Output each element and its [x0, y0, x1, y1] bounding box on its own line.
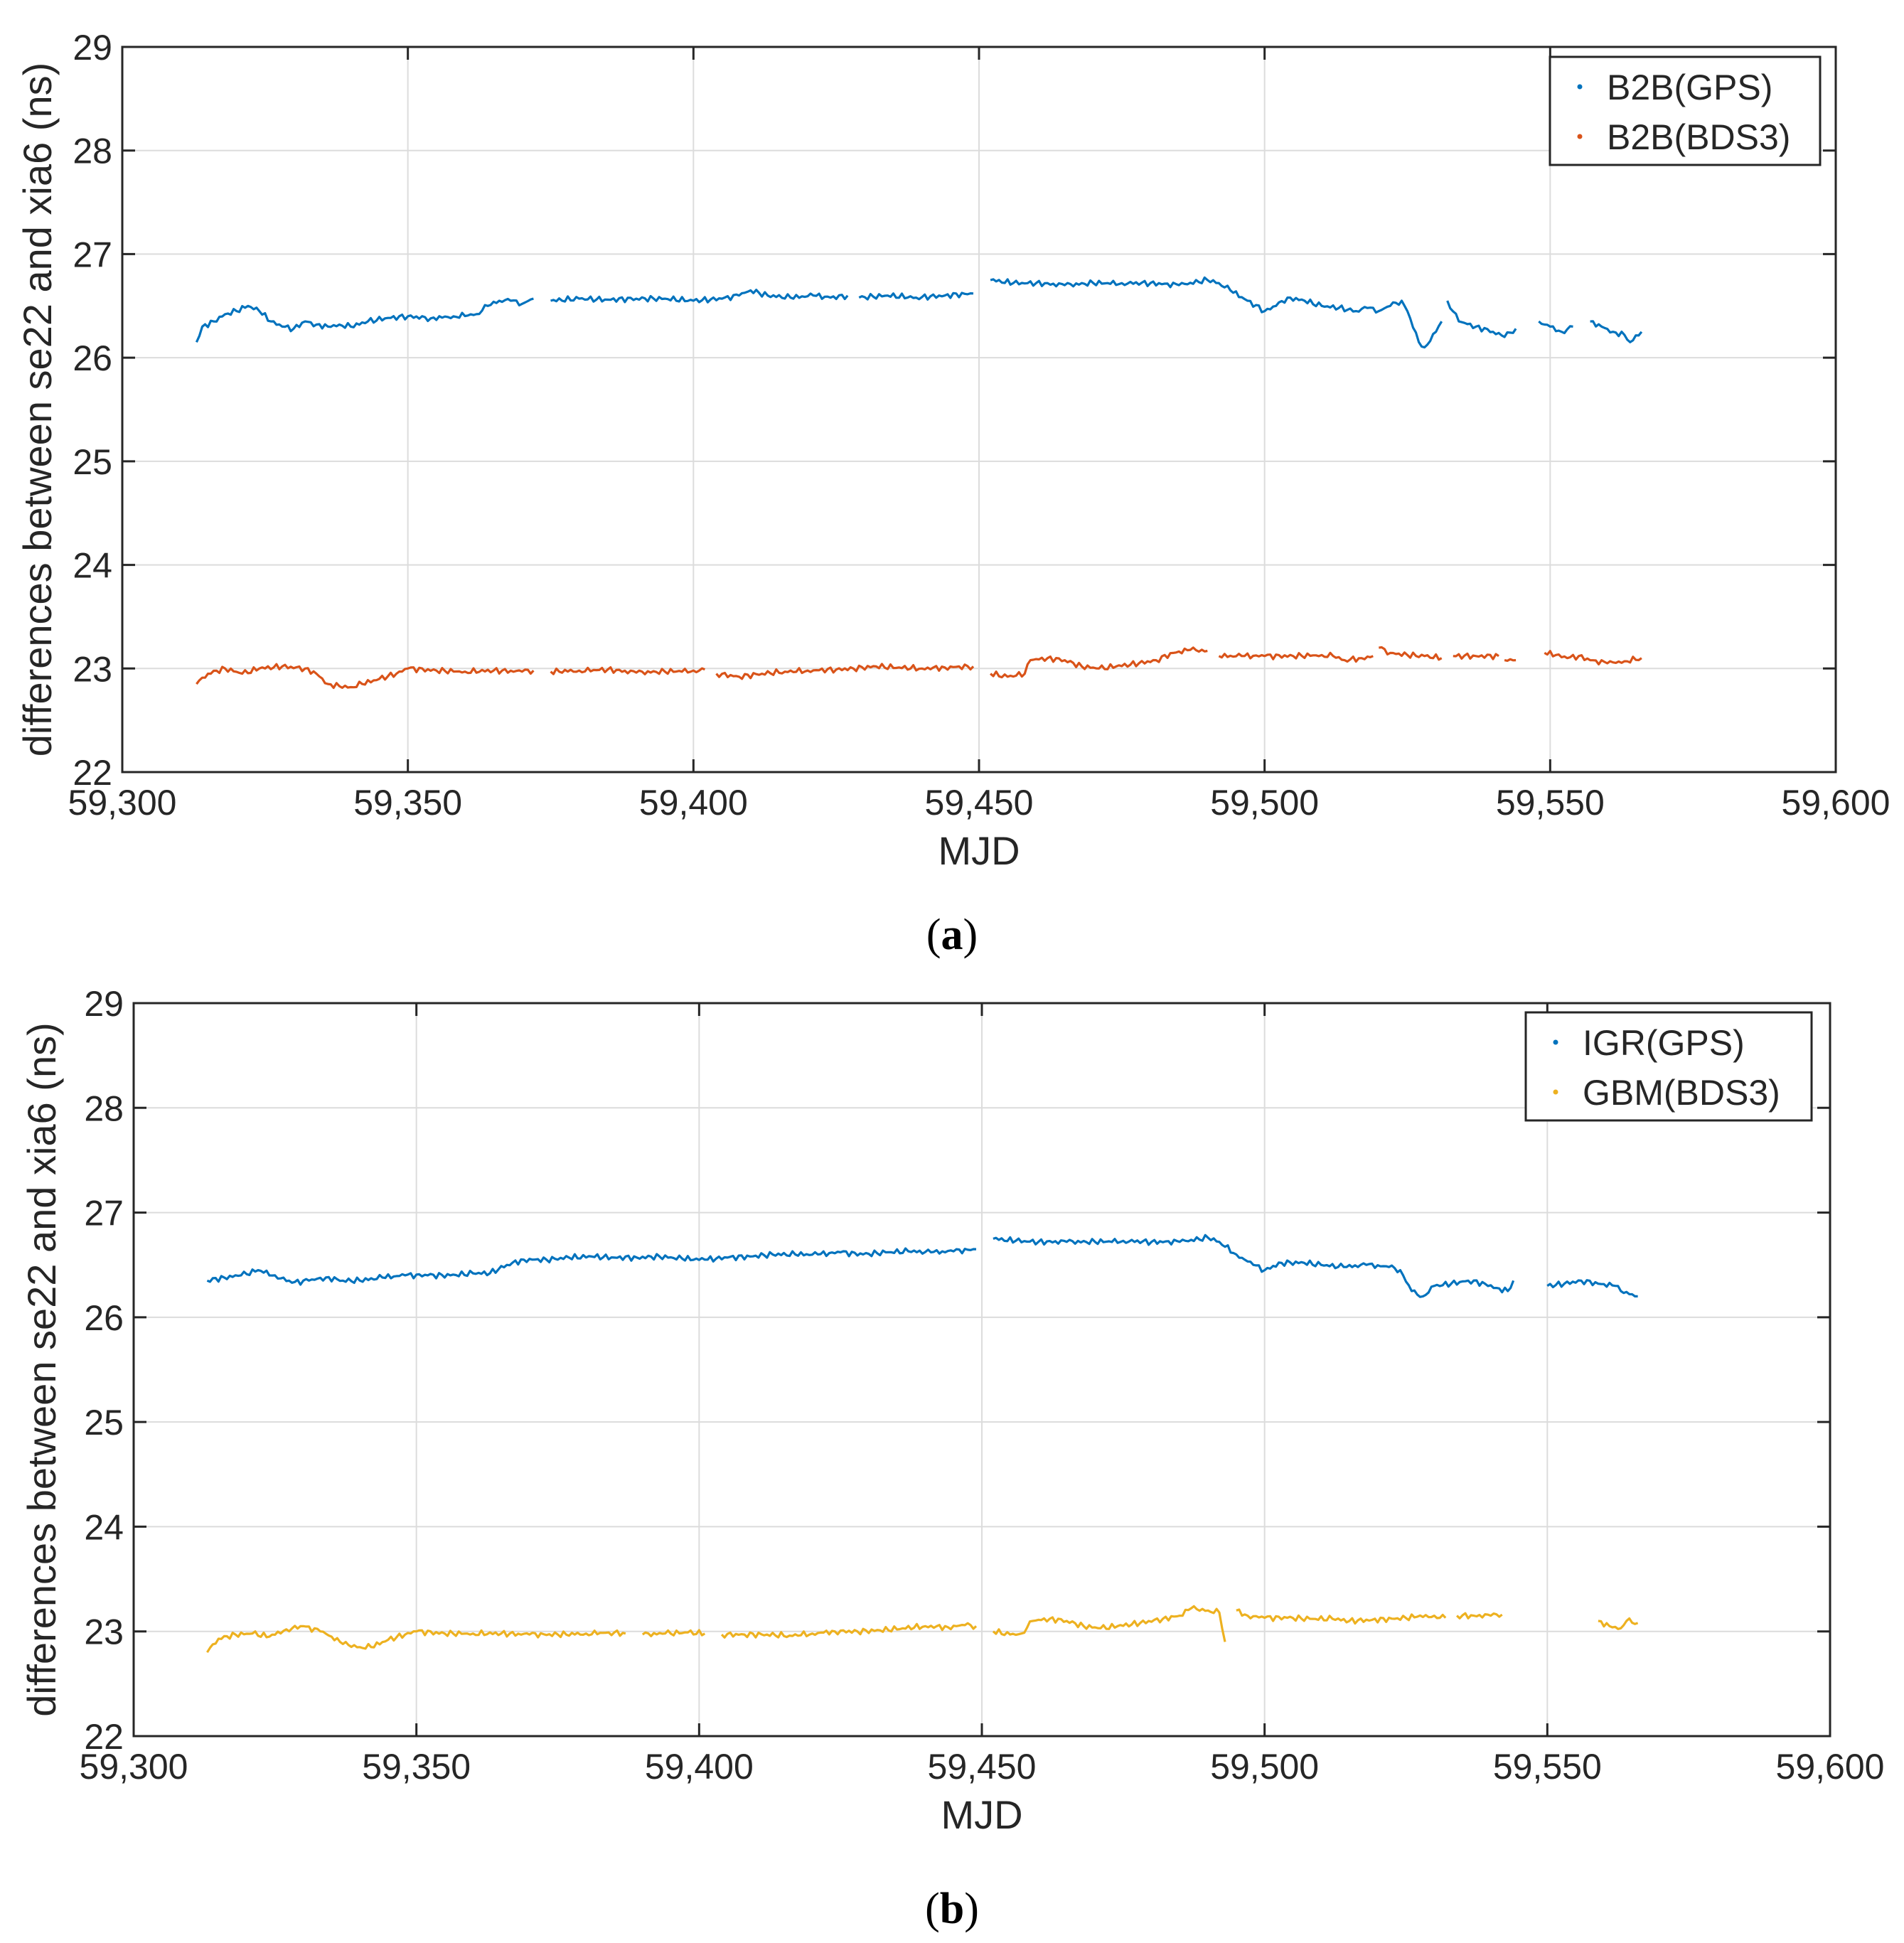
panel-b-series-1-segment — [641, 1629, 706, 1637]
panel-a-legend-label-1: B2B(BDS3) — [1607, 117, 1790, 157]
panel-b-series-0 — [206, 1233, 1638, 1298]
panel-a-x-tick-label: 59,450 — [925, 783, 1034, 823]
panel-b-y-tick-label: 26 — [84, 1298, 124, 1338]
panel-a-x-tick-label: 59,400 — [639, 783, 748, 823]
panel-b-legend: IGR(GPS) GBM(BDS3) — [1524, 1011, 1813, 1122]
panel-a-series-1-segment — [1544, 650, 1642, 665]
panel-a-series-0-segment — [550, 289, 849, 304]
panel-a-series-0-segment — [1446, 300, 1517, 338]
panel-a-label: (a) — [926, 911, 978, 959]
panel-b-y-tick-label: 22 — [84, 1717, 124, 1757]
panel-b-series-1 — [206, 1605, 1639, 1654]
panel-b-series-1-segment — [206, 1624, 626, 1654]
panel-b-series-0-segment — [206, 1247, 977, 1286]
panel-b-series-1-segment — [1598, 1617, 1639, 1630]
panel-a-series-0 — [195, 276, 1643, 349]
panel-a-y-tick-label: 29 — [73, 28, 112, 68]
panel-a-legend-label-0: B2B(GPS) — [1607, 68, 1772, 107]
panel-b-series-1-segment — [992, 1605, 1226, 1642]
panel-a-x-tick-label: 59,500 — [1210, 783, 1319, 823]
panel-a-y-tick-label: 25 — [73, 442, 112, 482]
panel-a-x-tick-label: 59,600 — [1782, 783, 1890, 823]
panel-a-y-tick-label: 24 — [73, 546, 112, 586]
panel-b-series-1-segment — [720, 1622, 978, 1639]
panel-b-label: (b) — [925, 1885, 979, 1933]
panel-b-y-tick-label: 23 — [84, 1612, 124, 1652]
panel-a-y-tick-label: 26 — [73, 338, 112, 378]
panel-a-series-0-segment — [1538, 320, 1573, 335]
panel-a-y-axis-title: differences between se22 and xia6 (ns) — [15, 63, 60, 756]
panel-b-legend-label-0: IGR(GPS) — [1583, 1023, 1745, 1063]
panel-b-series-1-segment — [1236, 1608, 1447, 1625]
panel-a-series-1-segment — [1453, 652, 1499, 660]
panel-a-legend: B2B(GPS) B2B(BDS3) — [1549, 55, 1822, 166]
panel-b-y-axis-title: differences between se22 and xia6 (ns) — [19, 1022, 64, 1716]
panel-a-x-axis-title: MJD — [938, 828, 1020, 873]
panel-b-x-tick-label: 59,550 — [1493, 1747, 1602, 1787]
panel-a-series-0-segment — [195, 297, 534, 343]
panel-a-legend-marker-0 — [1577, 84, 1583, 90]
panel-b-legend-box — [1524, 1011, 1813, 1122]
panel-a-chart: 59,300 59,350 59,400 59,450 59,500 59,550 59,6… — [15, 28, 1890, 873]
panel-a-series-1-segment — [1218, 651, 1374, 663]
panel-b-series-0-segment — [993, 1233, 1515, 1298]
panel-b-chart: 59,300 59,350 59,400 59,450 59,500 59,550 59,6… — [19, 984, 1884, 1837]
panel-b-x-axis-title: MJD — [941, 1792, 1022, 1837]
panel-b-x-tick-label: 59,300 — [80, 1747, 188, 1787]
panel-a-series-1-segment — [990, 646, 1208, 679]
panel-b-series-0-segment — [1546, 1279, 1638, 1297]
panel-a-series-1-segment — [1504, 658, 1517, 662]
panel-a-series-1 — [196, 646, 1642, 690]
panel-a-y-tick-label: 28 — [73, 132, 112, 171]
panel-a-y-tick-label: 22 — [73, 753, 112, 793]
panel-b-y-tick-label: 27 — [84, 1194, 124, 1233]
panel-b-y-tick-label: 24 — [84, 1507, 124, 1547]
panel-b-legend-marker-0 — [1553, 1039, 1558, 1045]
panel-b-x-tick-label: 59,600 — [1776, 1747, 1885, 1787]
panel-a-series-1-segment — [550, 666, 705, 675]
panel-b-x-tick-label: 59,450 — [928, 1747, 1037, 1787]
panel-a-y-tick-label: 27 — [73, 235, 112, 274]
panel-b-legend-label-1: GBM(BDS3) — [1583, 1073, 1780, 1113]
panel-b-legend-marker-1 — [1553, 1089, 1558, 1095]
panel-b-x-tick-label: 59,350 — [362, 1747, 471, 1787]
panel-b-y-tick-label: 25 — [84, 1403, 124, 1442]
panel-a-series-0-segment — [858, 291, 974, 301]
panel-b-y-tick-label: 28 — [84, 1088, 124, 1128]
panel-b-y-tick-label: 29 — [84, 984, 124, 1024]
panel-a-legend-box — [1549, 55, 1822, 166]
panel-a-series-1-segment — [715, 663, 975, 680]
panel-a-series-0-segment — [1590, 320, 1643, 343]
panel-b-x-tick-label: 59,400 — [645, 1747, 754, 1787]
panel-a-x-tick-label: 59,350 — [353, 783, 462, 823]
panel-a-series-1-segment — [1379, 646, 1443, 661]
panel-a-x-tick-label: 59,300 — [68, 783, 177, 823]
panel-a-series-1-segment — [196, 663, 535, 690]
panel-a-y-tick-label: 23 — [73, 649, 112, 689]
panel-a-legend-marker-1 — [1577, 134, 1583, 139]
panel-a-x-tick-label: 59,550 — [1496, 783, 1605, 823]
panel-b-series-1-segment — [1456, 1612, 1503, 1620]
panel-b-x-tick-label: 59,500 — [1210, 1747, 1319, 1787]
panel-a-series-0-segment — [990, 276, 1443, 349]
